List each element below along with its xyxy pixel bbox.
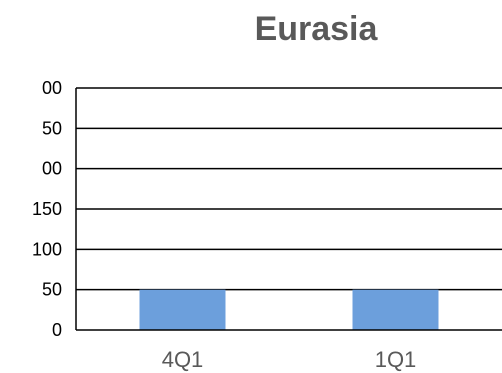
bars xyxy=(139,289,439,330)
y-tick-label: 00 xyxy=(42,159,62,179)
y-tick-label: 0 xyxy=(52,320,62,340)
y-tick-label: 50 xyxy=(42,118,62,138)
chart-title: Eurasia xyxy=(255,10,379,48)
x-tick-label: 4Q1 xyxy=(162,347,204,372)
y-tick-label: 00 xyxy=(42,78,62,98)
gridlines xyxy=(76,87,502,291)
x-tick-label: 1Q1 xyxy=(375,347,417,372)
bar xyxy=(139,289,226,330)
x-tick-labels: 4Q1 1Q1 xyxy=(162,347,417,372)
y-tick-label: 100 xyxy=(32,239,62,259)
bar xyxy=(352,289,439,330)
axes xyxy=(75,88,502,331)
y-tick-labels: 0 50 100 150 00 50 00 xyxy=(32,78,62,340)
y-tick-label: 50 xyxy=(42,280,62,300)
y-tick-label: 150 xyxy=(32,199,62,219)
